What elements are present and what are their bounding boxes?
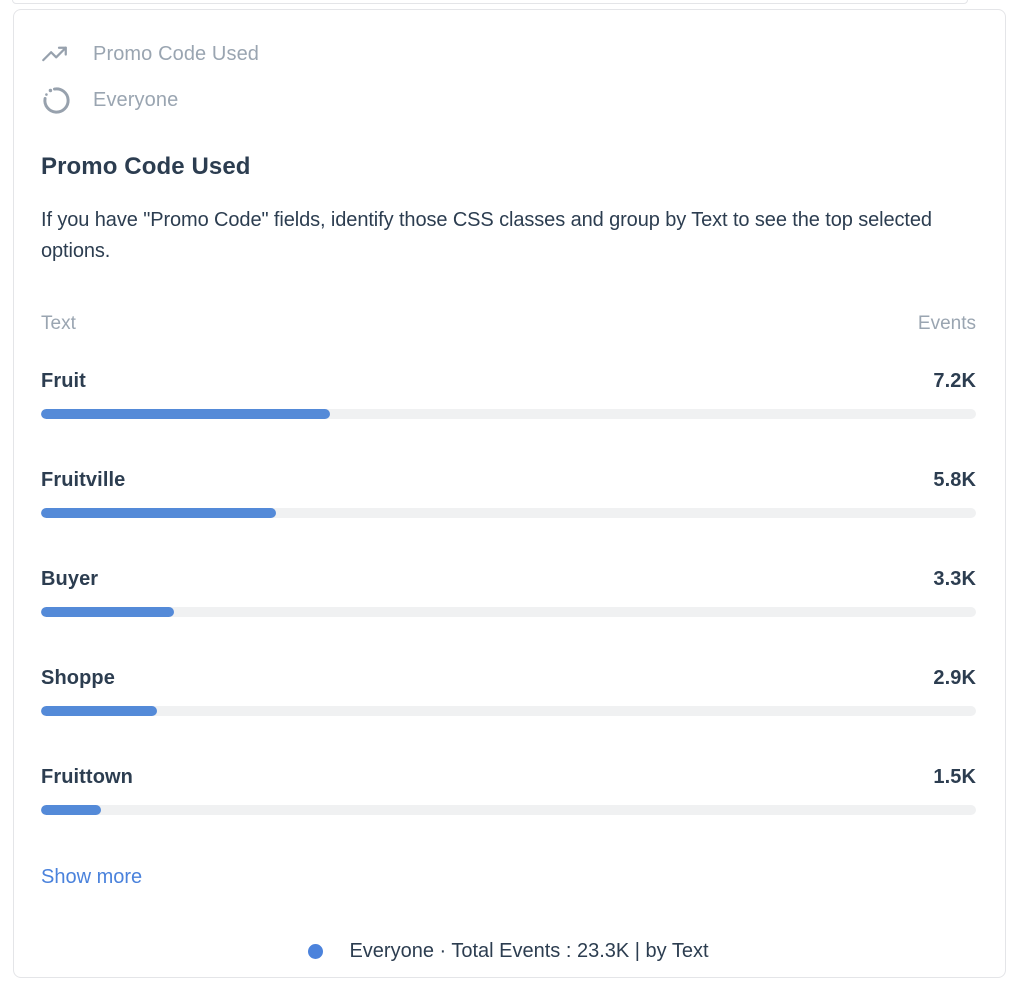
promo-code-widget-card: Promo Code Used Everyone Promo Code Used… [13, 9, 1006, 978]
segment-kicker-row[interactable]: Everyone [41, 85, 976, 115]
chart-legend: Everyone · Total Events : 23.3K | by Tex… [41, 938, 976, 964]
widget-title[interactable]: Promo Code Used [41, 153, 251, 180]
table-header: Text Events [41, 312, 976, 336]
table-row: Buyer 3.3K [41, 566, 976, 617]
legend-dot-icon [308, 943, 324, 959]
table-row: Shoppe 2.9K [41, 665, 976, 716]
column-header-events: Events [917, 313, 976, 334]
table-row: Fruittown 1.5K [41, 764, 976, 815]
row-label: Buyer [41, 568, 99, 590]
row-value: 2.9K [933, 667, 976, 689]
segment-circle-icon [41, 85, 75, 116]
row-bar-track [41, 805, 976, 815]
legend-text: Everyone · Total Events : 23.3K | by Tex… [349, 940, 709, 962]
event-kicker-row[interactable]: Promo Code Used [41, 39, 976, 69]
row-value: 5.8K [933, 469, 976, 491]
widget-description: If you have "Promo Code" fields, identif… [41, 209, 932, 262]
row-bar-fill [41, 706, 157, 716]
column-header-text: Text [41, 313, 76, 334]
row-value: 7.2K [933, 370, 976, 392]
row-bar-track [41, 409, 976, 419]
row-bar-track [41, 706, 976, 716]
trending-up-icon [41, 41, 75, 68]
row-bar-fill [41, 805, 101, 815]
row-label: Fruit [41, 370, 86, 392]
table-row: Fruit 7.2K [41, 368, 976, 419]
row-label: Fruittown [41, 766, 133, 788]
row-value: 3.3K [933, 568, 976, 590]
row-label: Fruitville [41, 469, 126, 491]
event-kicker-label: Promo Code Used [93, 42, 260, 65]
adjacent-card-edge [12, 0, 968, 4]
row-bar-fill [41, 409, 330, 419]
segment-kicker-label: Everyone [93, 88, 179, 111]
row-bar-fill [41, 607, 174, 617]
row-value: 1.5K [933, 766, 976, 788]
row-bar-fill [41, 508, 276, 518]
table-row: Fruitville 5.8K [41, 467, 976, 518]
row-bar-track [41, 508, 976, 518]
row-bar-track [41, 607, 976, 617]
show-more-link[interactable]: Show more [41, 866, 143, 888]
breakdown-rows: Fruit 7.2K Fruitville 5.8K Buyer 3.3K Sh… [41, 368, 976, 815]
row-label: Shoppe [41, 667, 115, 689]
